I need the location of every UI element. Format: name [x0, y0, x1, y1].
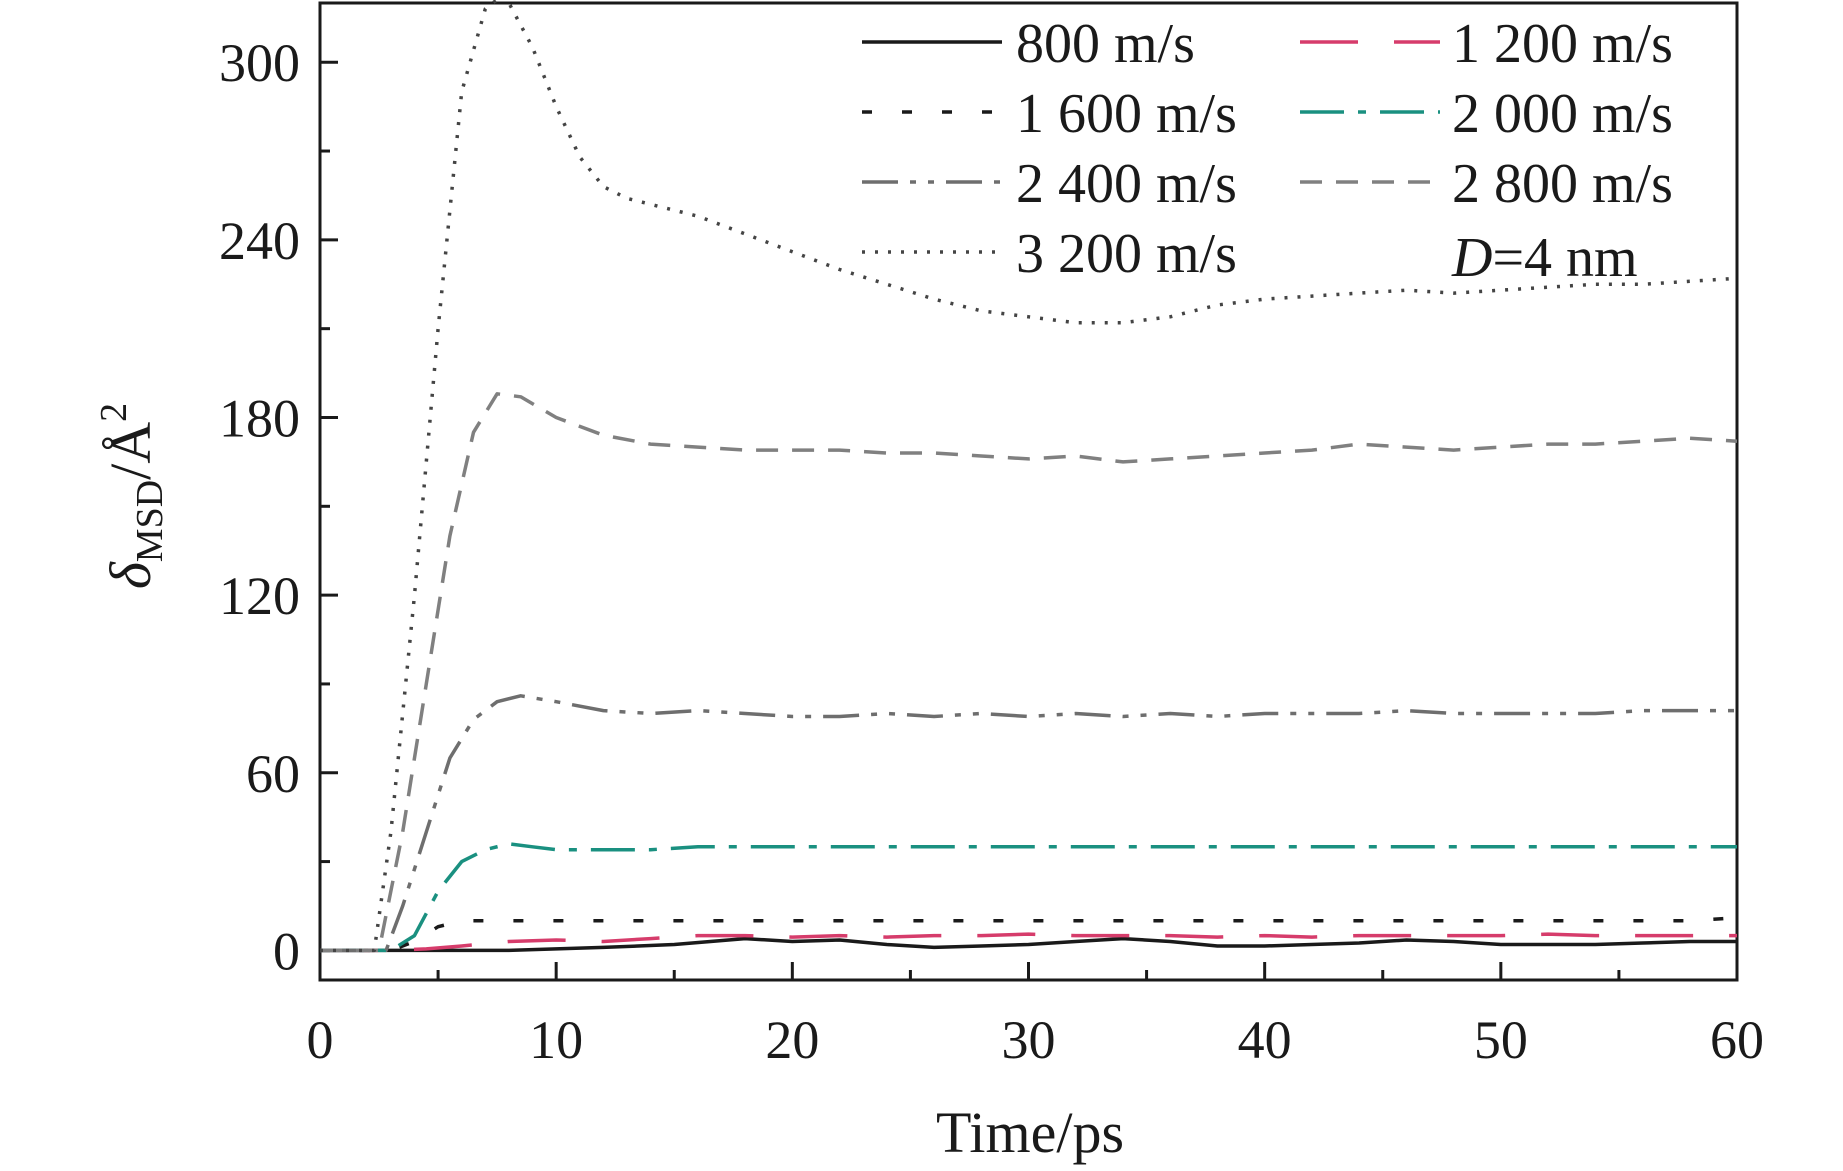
diameter-annotation: D=4 nm [1451, 227, 1638, 289]
series-line [320, 916, 1738, 953]
x-tick-label: 0 [307, 1010, 334, 1070]
legend-label: 2 400 m/s [1016, 153, 1237, 215]
y-tick-label: 300 [219, 33, 300, 93]
x-tick-label: 40 [1238, 1010, 1292, 1070]
legend-label: 800 m/s [1016, 13, 1195, 75]
legend-label: 2 000 m/s [1452, 83, 1673, 145]
y-tick-label: 120 [219, 566, 300, 626]
x-tick-label: 60 [1710, 1010, 1764, 1070]
y-axis-superscript: 2 [93, 403, 135, 422]
axes: 0 10 20 30 40 50 60 0 60 120 180 240 300 [219, 1, 1764, 1070]
series-line [320, 392, 1738, 953]
legend-label: 1 600 m/s [1016, 83, 1237, 145]
y-axis-title: δMSD/Å2 [93, 403, 171, 589]
x-tick-label: 20 [765, 1010, 819, 1070]
x-tick-label: 30 [1002, 1010, 1056, 1070]
legend: 800 m/s 1 200 m/s 1 600 m/s 2 000 m/s 2 400 … [862, 13, 1673, 285]
y-tick-label: 60 [246, 744, 300, 804]
y-tick-label: 240 [219, 211, 300, 271]
y-tick-label: 0 [273, 921, 300, 981]
series-line [320, 936, 1737, 953]
series-line [320, 694, 1737, 953]
annotation-rest: =4 nm [1492, 227, 1637, 289]
legend-label: 2 800 m/s [1452, 153, 1673, 215]
x-tick-label: 50 [1474, 1010, 1528, 1070]
legend-label: 1 200 m/s [1452, 13, 1673, 75]
x-axis-title: Time/ps [936, 1100, 1124, 1165]
y-tick-label: 180 [219, 388, 300, 448]
series-line [320, 842, 1737, 953]
y-axis-symbol: δ [98, 561, 163, 589]
y-axis-subscript: MSD [129, 480, 171, 562]
series-line [320, 932, 1737, 953]
plot-series [320, 0, 1738, 953]
series-line [320, 0, 1738, 953]
annotation-italic: D [1451, 227, 1492, 289]
legend-label: 3 200 m/s [1016, 223, 1237, 285]
plot-frame [318, 1, 1739, 982]
x-tick-label: 10 [529, 1010, 583, 1070]
y-axis-unit: /Å [98, 422, 163, 480]
